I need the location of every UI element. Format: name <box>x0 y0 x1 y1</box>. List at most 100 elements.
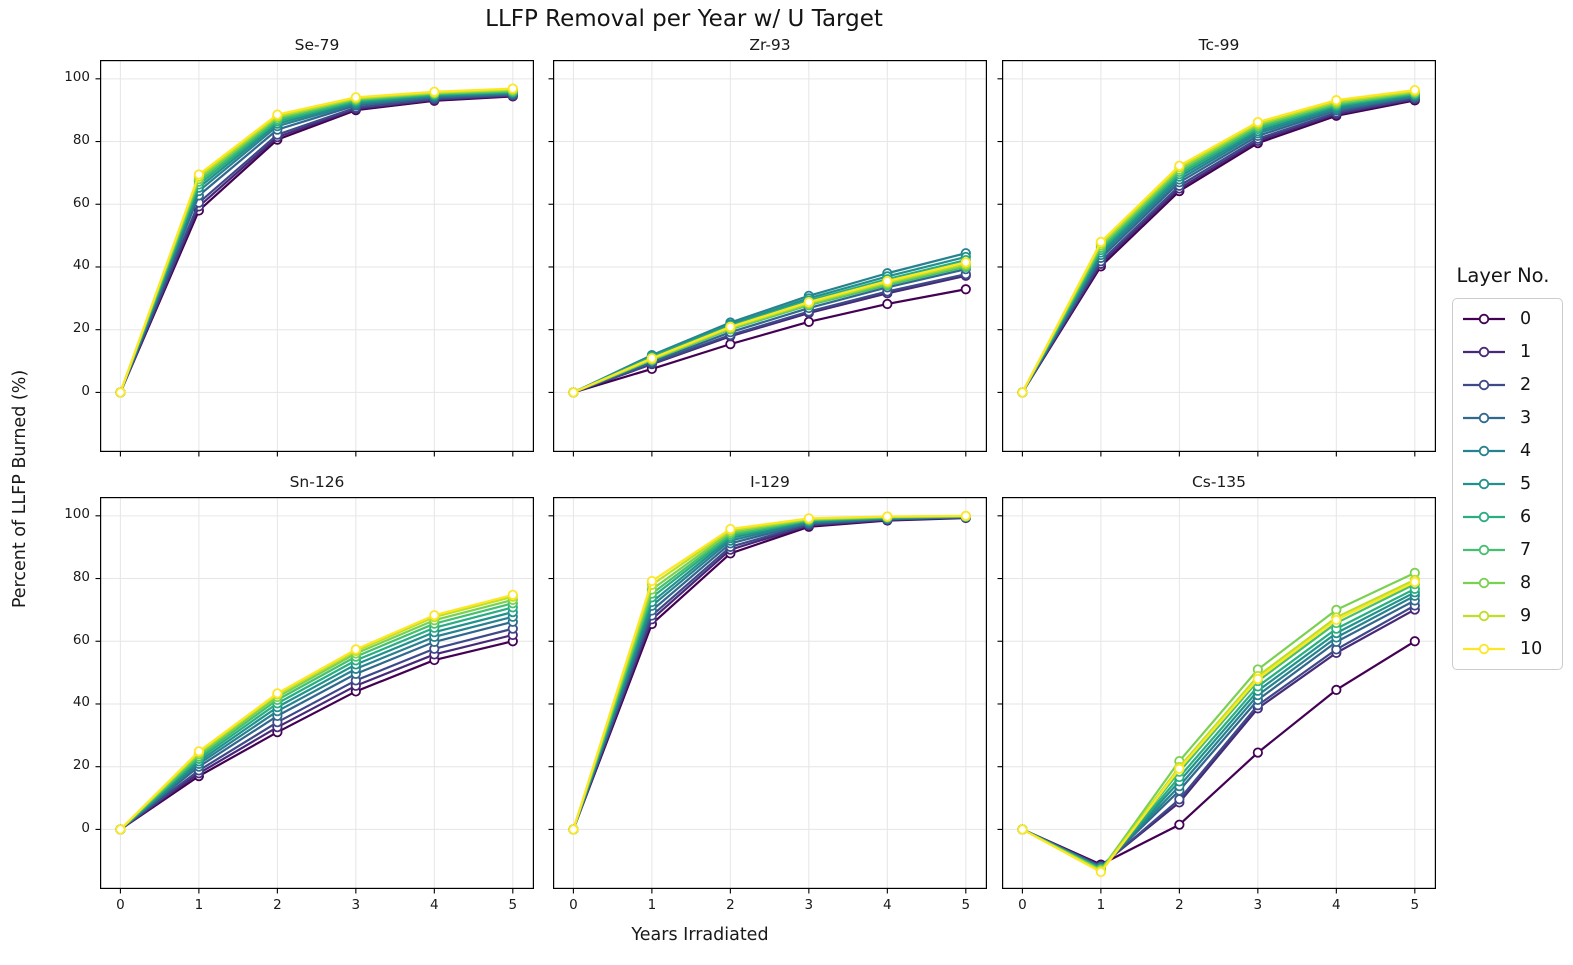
line-layer-7 <box>1021 92 1416 394</box>
data-point-marker <box>1252 747 1263 758</box>
data-point-marker <box>1017 824 1028 835</box>
chart-svg <box>997 60 1436 457</box>
chart-svg <box>548 60 987 457</box>
data-point-marker <box>882 511 893 522</box>
series-layer-10 <box>1017 85 1420 398</box>
data-point-marker <box>568 824 579 835</box>
legend-swatch <box>1463 380 1505 391</box>
series-layer-4 <box>568 511 971 835</box>
x-tick-label: 5 <box>961 897 971 913</box>
y-tick-label: 40 <box>72 257 90 274</box>
data-point-marker <box>1174 819 1185 830</box>
panel-sn-126: Sn-126 0 20 40 60 80 100 0 1 2 3 4 5 <box>64 473 534 913</box>
line-layer-10 <box>119 87 514 394</box>
legend-swatch <box>1463 643 1505 654</box>
legend-entry-label: 8 <box>1520 572 1532 593</box>
legend-entry-label: 6 <box>1520 506 1532 527</box>
tick-marks <box>95 515 514 894</box>
data-point-marker <box>803 316 814 327</box>
legend-swatch <box>1463 478 1505 490</box>
data-point-marker <box>193 746 204 757</box>
legend-entry-label: 2 <box>1520 375 1532 396</box>
data-point-marker <box>193 169 204 180</box>
line-layer-4 <box>1021 94 1416 394</box>
line-layer-7 <box>119 602 514 831</box>
series-layer-0 <box>568 284 971 398</box>
data-point-marker <box>646 353 657 364</box>
x-tick-label: 0 <box>116 897 125 913</box>
legend-entry-3: 3 <box>1461 403 1562 433</box>
data-point-marker <box>1252 116 1263 128</box>
data-point-marker <box>1252 673 1263 684</box>
y-tick-label: 0 <box>81 819 90 836</box>
subplot-title: Se-79 <box>294 36 340 54</box>
subplot-title: Zr-93 <box>749 36 791 54</box>
data-point-marker <box>1174 160 1185 171</box>
x-tick-label: 2 <box>1175 897 1184 913</box>
legend-marker <box>1478 445 1490 457</box>
legend-entry-7: 7 <box>1461 535 1562 565</box>
series-layer-10 <box>568 510 971 835</box>
x-tick-label: 5 <box>508 897 518 913</box>
series-layer-9 <box>1017 86 1420 398</box>
series-layer-4 <box>1017 90 1420 398</box>
legend-entry-label: 10 <box>1520 638 1543 659</box>
line-layer-3 <box>119 93 514 394</box>
line-layer-3 <box>119 620 514 831</box>
legend-entry-8: 8 <box>1461 568 1562 598</box>
legend-entry-2: 2 <box>1461 370 1562 400</box>
legend-marker <box>1478 577 1490 588</box>
data-point-marker <box>115 824 126 835</box>
chart-title: LLFP Removal per Year w/ U Target <box>485 6 883 32</box>
series-layer-3 <box>115 616 518 835</box>
legend-marker <box>1478 511 1490 523</box>
y-tick-label: 40 <box>72 694 90 711</box>
legend-title: Layer No. <box>1456 264 1550 287</box>
series-layer-6 <box>115 602 518 835</box>
legend-marker <box>1478 347 1490 358</box>
legend-entry-label: 9 <box>1520 605 1532 626</box>
line-layer-10 <box>1021 89 1416 394</box>
data-point-marker <box>429 610 440 621</box>
series-layer-7 <box>1017 88 1420 398</box>
line-layer-4 <box>119 92 514 394</box>
tick-marks <box>997 78 1416 457</box>
series-layer-3 <box>568 264 971 398</box>
series-layer-2 <box>115 623 518 835</box>
y-tick-label: 100 <box>64 506 90 523</box>
line-layer-5 <box>1021 94 1416 394</box>
data-point-marker <box>115 387 126 398</box>
tick-marks <box>548 78 967 457</box>
subplot-title: Tc-99 <box>1198 36 1240 54</box>
axes-spines <box>553 60 987 452</box>
line-layer-10 <box>572 514 967 831</box>
tick-marks <box>95 78 514 457</box>
x-tick-label: 3 <box>351 897 361 913</box>
x-tick-label: 4 <box>430 897 439 913</box>
legend-marker <box>1478 478 1490 490</box>
data-point-marker <box>1409 576 1420 588</box>
panel-tc-99: Tc-99 <box>997 36 1436 457</box>
series-layer-0 <box>115 636 518 835</box>
x-tick-label: 5 <box>1410 897 1420 913</box>
data-point-marker <box>725 523 736 535</box>
series-layer-7 <box>115 598 518 835</box>
panel-se-79: Se-79 0 20 40 60 80 100 <box>64 36 534 457</box>
series-layer-9 <box>115 84 518 398</box>
line-layer-1 <box>119 633 514 831</box>
data-point-marker <box>1095 866 1106 878</box>
legend-marker <box>1478 610 1490 621</box>
chart-svg <box>997 497 1436 894</box>
y-tick-label: 0 <box>81 382 90 399</box>
x-axis-label: Years Irradiated <box>631 925 769 945</box>
series-layer-10 <box>115 589 518 835</box>
series-layer-9 <box>115 591 518 835</box>
data-point-marker <box>1331 614 1342 626</box>
legend-swatch <box>1463 314 1505 325</box>
line-layer-0 <box>572 288 967 394</box>
data-point-marker <box>1409 636 1420 647</box>
data-point-marker <box>1331 684 1342 695</box>
line-layer-8 <box>572 264 967 394</box>
legend-marker <box>1478 314 1490 325</box>
